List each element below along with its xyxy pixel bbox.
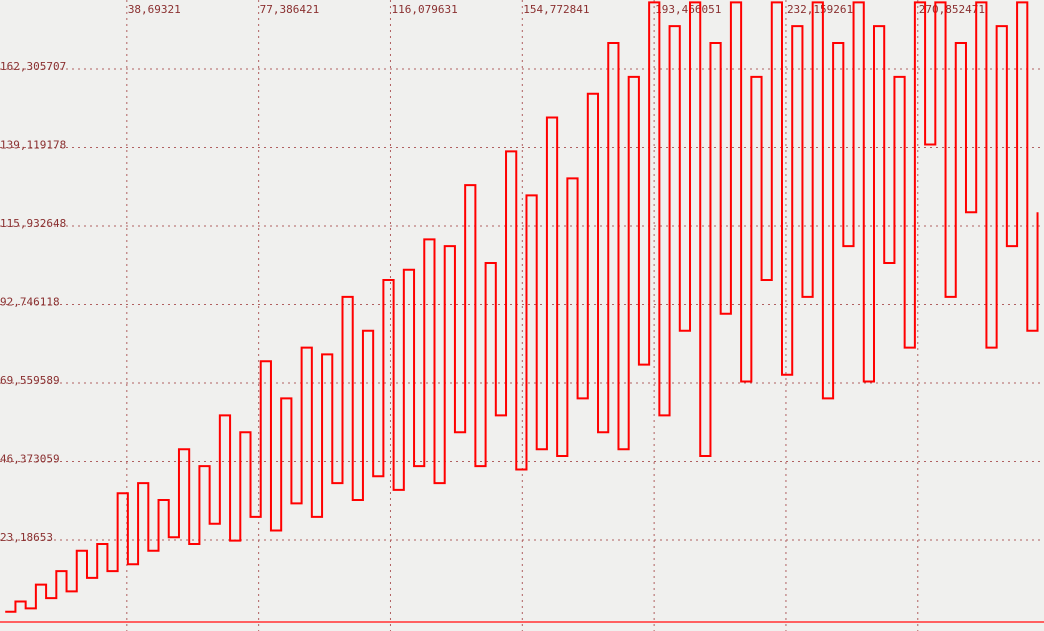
y-tick-label: 69,559589 [0,374,60,387]
y-tick-label: 115,932648 [0,217,66,230]
x-tick-label: 116,079631 [391,3,457,16]
y-tick-label: 162,305707 [0,60,66,73]
x-tick-label: 77,386421 [260,3,320,16]
step-line [5,1,1039,613]
x-tick-label: 232,159261 [787,3,853,16]
y-tick-label: 23,18653 [0,531,53,544]
y-tick-label: 139,119178 [0,139,66,152]
x-tick-label: 270,852471 [919,3,985,16]
x-tick-label: 38,69321 [128,3,181,16]
y-tick-label: 92,746118 [0,296,60,309]
x-tick-label: 154,772841 [523,3,589,16]
y-tick-label: 46,373059 [0,452,60,465]
x-tick-label: 193,466051 [655,3,721,16]
